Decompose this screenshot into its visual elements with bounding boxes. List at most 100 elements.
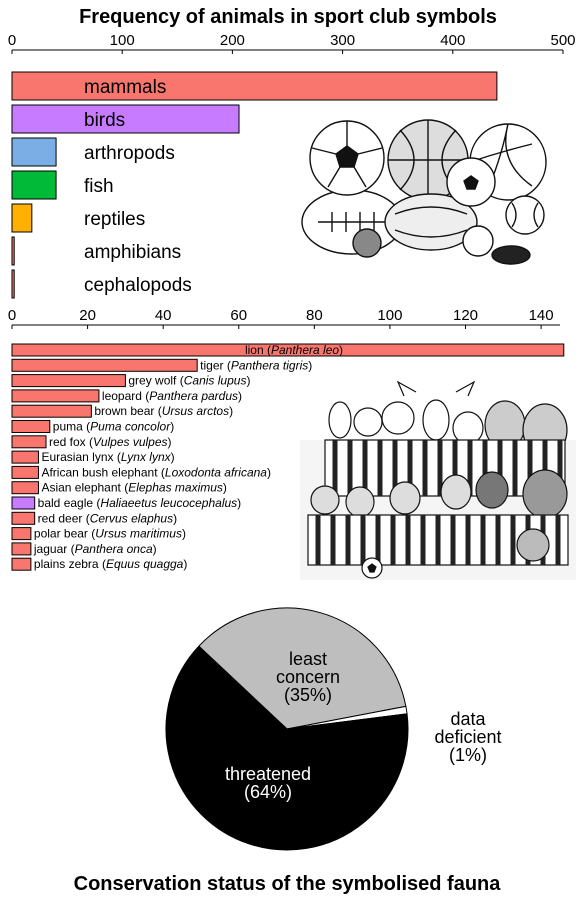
scientific-name: Puma concolor [90, 420, 171, 434]
slice-percent: (1%) [449, 745, 487, 765]
bar-lion [11, 343, 565, 357]
bar-birds [11, 104, 240, 134]
tick-label: 80 [306, 307, 323, 324]
chart-frequency-by-class: Frequency of animals in sport club symbo… [8, 6, 576, 299]
common-name: bald eagle [38, 496, 94, 510]
scientific-name: Panthera onca [75, 542, 153, 556]
bar-red-deer [11, 511, 36, 525]
common-name: polar bear [34, 527, 88, 541]
bar-polar-bear [11, 527, 32, 541]
pie-slice [165, 645, 409, 851]
tick-label: 400 [440, 32, 465, 49]
category-label: birds [84, 110, 125, 131]
species-label: bald eagle (Haliaeetus leucocephalus) [38, 496, 242, 510]
bar-arthropods [11, 137, 57, 167]
common-name: plains zebra [34, 557, 99, 571]
slice-label: data [450, 709, 486, 729]
animal-team-illustration [300, 380, 576, 580]
species-label: Asian elephant (Elephas maximus) [41, 481, 226, 495]
slice-percent: (64%) [244, 782, 292, 802]
chart-top-species: 0 20 40 60 80 100 120 140 [8, 307, 576, 580]
bar-reptiles [11, 203, 33, 233]
common-name: lion [245, 343, 264, 357]
species-label: brown bear (Ursus arctos) [94, 404, 233, 418]
baseball-icon [505, 195, 545, 235]
species-label: African bush elephant (Loxodonta african… [41, 465, 271, 479]
category-label: cephalopods [84, 275, 192, 296]
tick-label: 40 [155, 307, 172, 324]
zebra-head-icon [328, 401, 352, 439]
scientific-name: Vulpes vulpes [93, 435, 168, 449]
common-name: puma [53, 420, 83, 434]
common-name: African bush elephant [41, 465, 158, 479]
bar-brown-bear [11, 404, 92, 418]
slice-label: concern [276, 667, 340, 687]
tick-label: 100 [377, 307, 402, 324]
tick-label: 140 [529, 307, 554, 324]
scientific-name: Cervus elaphus [90, 511, 173, 525]
tick-label: 200 [220, 32, 245, 49]
bar-african-bush-elephant [11, 465, 39, 479]
species-label: polar bear (Ursus maritimus) [34, 527, 186, 541]
common-name: leopard [102, 389, 142, 403]
bar-mammals [11, 71, 498, 101]
bar-red-fox [11, 435, 47, 449]
scientific-name: Panthera pardus [149, 389, 238, 403]
elephant-head-icon [452, 411, 484, 445]
bar-puma [11, 420, 51, 433]
brown-bear-head-icon [475, 471, 509, 509]
bar-eurasian-lynx [11, 450, 39, 464]
tick-label: 300 [330, 32, 355, 49]
species-label: lion (Panthera leo) [245, 343, 343, 357]
species-label: tiger (Panthera tigris) [200, 358, 312, 372]
tick-label: 500 [550, 32, 575, 49]
species-label: jaguar (Panthera onca) [33, 542, 157, 556]
rugby-ball-icon [384, 193, 478, 251]
species-label: red fox (Vulpes vulpes) [49, 435, 172, 449]
cricket-ball-icon [352, 228, 382, 258]
wolf-head-icon [389, 481, 421, 515]
tick-label: 60 [230, 307, 247, 324]
fox-head-icon [345, 486, 375, 518]
common-name: brown bear [94, 404, 154, 418]
species-label: red deer (Cervus elaphus) [38, 511, 177, 525]
pie-slice [198, 607, 407, 730]
slice-label: deficient [434, 727, 501, 747]
bar-cephalopods [11, 269, 15, 299]
scientific-name: Ursus maritimus [95, 527, 182, 541]
sports-balls-illustration [301, 119, 547, 265]
tick-label: 0 [8, 307, 16, 324]
bar-fish [11, 170, 57, 200]
x-axis-top: 0 100 200 300 400 500 [8, 32, 576, 54]
slice-percent: (35%) [284, 685, 332, 705]
species-label: grey wolf (Canis lupus) [128, 374, 250, 388]
chart-title: Conservation status of the symbolised fa… [74, 873, 502, 895]
tick-label: 120 [453, 307, 478, 324]
scientific-name: Elephas maximus [128, 481, 223, 495]
species-label: leopard (Panthera pardus) [102, 389, 242, 403]
scientific-name: Panthera tigris [231, 358, 308, 372]
tick-label: 20 [79, 307, 96, 324]
x-axis-top: 0 20 40 60 80 100 120 140 [8, 307, 560, 329]
common-name: red fox [49, 435, 86, 449]
scientific-name: Loxodonta africana [165, 465, 267, 479]
leopard-head-icon [353, 407, 383, 437]
slice-label: threatened [225, 764, 311, 784]
species-label: plains zebra (Equus quagga) [34, 557, 187, 571]
tiger-head-icon [516, 528, 550, 562]
lion-head-icon [522, 469, 568, 519]
scientific-name: Panthera leo [271, 343, 339, 357]
bar-jaguar [11, 542, 32, 556]
bar-bald-eagle [11, 496, 36, 510]
moose-head-icon [422, 399, 450, 441]
slice-label: least [289, 649, 327, 669]
species-label: Eurasian lynx (Lynx lynx) [41, 450, 174, 464]
tick-label: 100 [110, 32, 135, 49]
common-name: tiger [200, 358, 223, 372]
category-label: amphibians [84, 242, 181, 263]
bar-leopard [11, 389, 100, 403]
category-label: fish [84, 176, 114, 197]
scientific-name: Ursus arctos [162, 404, 229, 418]
